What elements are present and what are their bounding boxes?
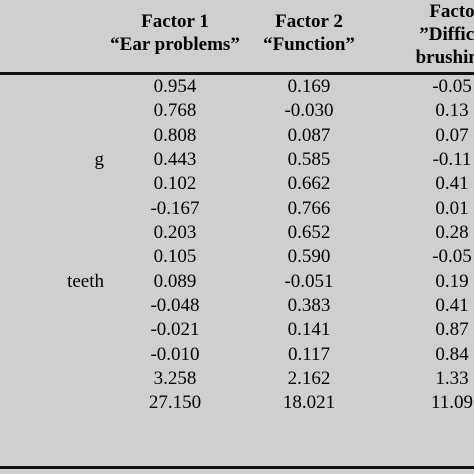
header-factor-2-title: Factor 2 bbox=[275, 11, 343, 32]
factor-3-cell: -0.11 bbox=[432, 149, 472, 171]
factor-2-cell: 0.652 bbox=[287, 222, 331, 244]
bottom-rule bbox=[0, 466, 474, 469]
header-factor-1-subtitle: “Ear problems” bbox=[110, 34, 240, 55]
header-factor-3-subtitle: ”Difficu bbox=[419, 24, 474, 45]
factor-2-cell: 18.021 bbox=[282, 392, 336, 414]
factor-1-cell: 0.954 bbox=[153, 76, 197, 97]
table-row: 0.203 0.652 0.28 bbox=[0, 221, 474, 245]
factor-1-cell: 0.768 bbox=[153, 100, 197, 122]
factor-2-cell: 0.169 bbox=[287, 76, 331, 97]
table-row: -0.048 0.383 0.41 bbox=[0, 294, 474, 318]
factor-3-cell: -0.05 bbox=[432, 76, 472, 97]
header-factor-1: Factor 1 “Ear problems” bbox=[100, 10, 250, 56]
factor-3-cell: 11.09 bbox=[430, 392, 474, 414]
header-factor-3-subtitle-2: brushing bbox=[415, 47, 474, 68]
table-row: teeth 0.089 -0.051 0.19 bbox=[0, 270, 474, 294]
factor-1-cell: -0.167 bbox=[150, 197, 200, 219]
factor-3-cell: -0.05 bbox=[432, 246, 472, 268]
factor-1-cell: 3.258 bbox=[153, 368, 197, 390]
factor-2-cell: 2.162 bbox=[287, 368, 331, 390]
factor-1-cell: 0.089 bbox=[153, 270, 197, 292]
table-row: 27.150 18.021 11.09 bbox=[0, 391, 474, 415]
factor-1-cell: -0.021 bbox=[150, 319, 200, 341]
factor-3-cell: 0.41 bbox=[435, 295, 469, 317]
factor-3-cell: 0.07 bbox=[435, 124, 469, 146]
table-body: 0.954 0.169 -0.05 0.768 -0.030 0.13 0.80… bbox=[0, 75, 474, 416]
factor-1-cell: 27.150 bbox=[148, 392, 202, 414]
factor-2-cell: 0.141 bbox=[287, 319, 331, 341]
factor-2-cell: 0.662 bbox=[287, 173, 331, 195]
table-row: 0.768 -0.030 0.13 bbox=[0, 99, 474, 123]
table-row: -0.021 0.141 0.87 bbox=[0, 318, 474, 342]
factor-3-cell: 0.28 bbox=[435, 222, 469, 244]
table-row: -0.010 0.117 0.84 bbox=[0, 343, 474, 367]
factor-3-cell: 0.13 bbox=[435, 100, 469, 122]
row-label: teeth bbox=[67, 270, 104, 292]
factor-1-cell: -0.048 bbox=[150, 295, 200, 317]
table-row: 0.105 0.590 -0.05 bbox=[0, 245, 474, 269]
factor-1-cell: 0.443 bbox=[153, 149, 197, 171]
factor-3-cell: 1.33 bbox=[435, 368, 469, 390]
table-row: 0.808 0.087 0.07 bbox=[0, 124, 474, 148]
factor-1-cell: 0.102 bbox=[153, 173, 197, 195]
factor-2-cell: -0.030 bbox=[284, 100, 334, 122]
header-factor-1-title: Factor 1 bbox=[141, 11, 209, 32]
factor-3-cell: 0.01 bbox=[435, 197, 469, 219]
factor-2-cell: 0.117 bbox=[287, 343, 331, 365]
table-row: -0.167 0.766 0.01 bbox=[0, 197, 474, 221]
row-label: g bbox=[94, 149, 105, 171]
header-factor-2: Factor 2 “Function” bbox=[244, 10, 374, 56]
header-factor-3-title: Facto bbox=[429, 1, 474, 22]
factor-2-cell: 0.590 bbox=[287, 246, 331, 268]
table-row: g 0.443 0.585 -0.11 bbox=[0, 148, 474, 172]
table-row: 3.258 2.162 1.33 bbox=[0, 367, 474, 391]
factor-3-cell: 0.19 bbox=[435, 270, 469, 292]
header-factor-3: Facto ”Difficu brushing bbox=[382, 0, 474, 69]
factor-3-cell: 0.41 bbox=[435, 173, 469, 195]
factor-3-cell: 0.84 bbox=[435, 343, 469, 365]
header-factor-2-subtitle: “Function” bbox=[263, 34, 355, 55]
factor-1-cell: 0.808 bbox=[153, 124, 197, 146]
factor-3-cell: 0.87 bbox=[435, 319, 469, 341]
factor-1-cell: -0.010 bbox=[150, 343, 200, 365]
factor-2-cell: 0.585 bbox=[287, 149, 331, 171]
table-row: 0.954 0.169 -0.05 bbox=[0, 75, 474, 99]
factor-1-cell: 0.105 bbox=[153, 246, 197, 268]
factor-2-cell: -0.051 bbox=[284, 270, 334, 292]
header-rule bbox=[0, 72, 474, 75]
factor-2-cell: 0.766 bbox=[287, 197, 331, 219]
table-row: 0.102 0.662 0.41 bbox=[0, 172, 474, 196]
factor-2-cell: 0.087 bbox=[287, 124, 331, 146]
factor-2-cell: 0.383 bbox=[287, 295, 331, 317]
factor-1-cell: 0.203 bbox=[153, 222, 197, 244]
